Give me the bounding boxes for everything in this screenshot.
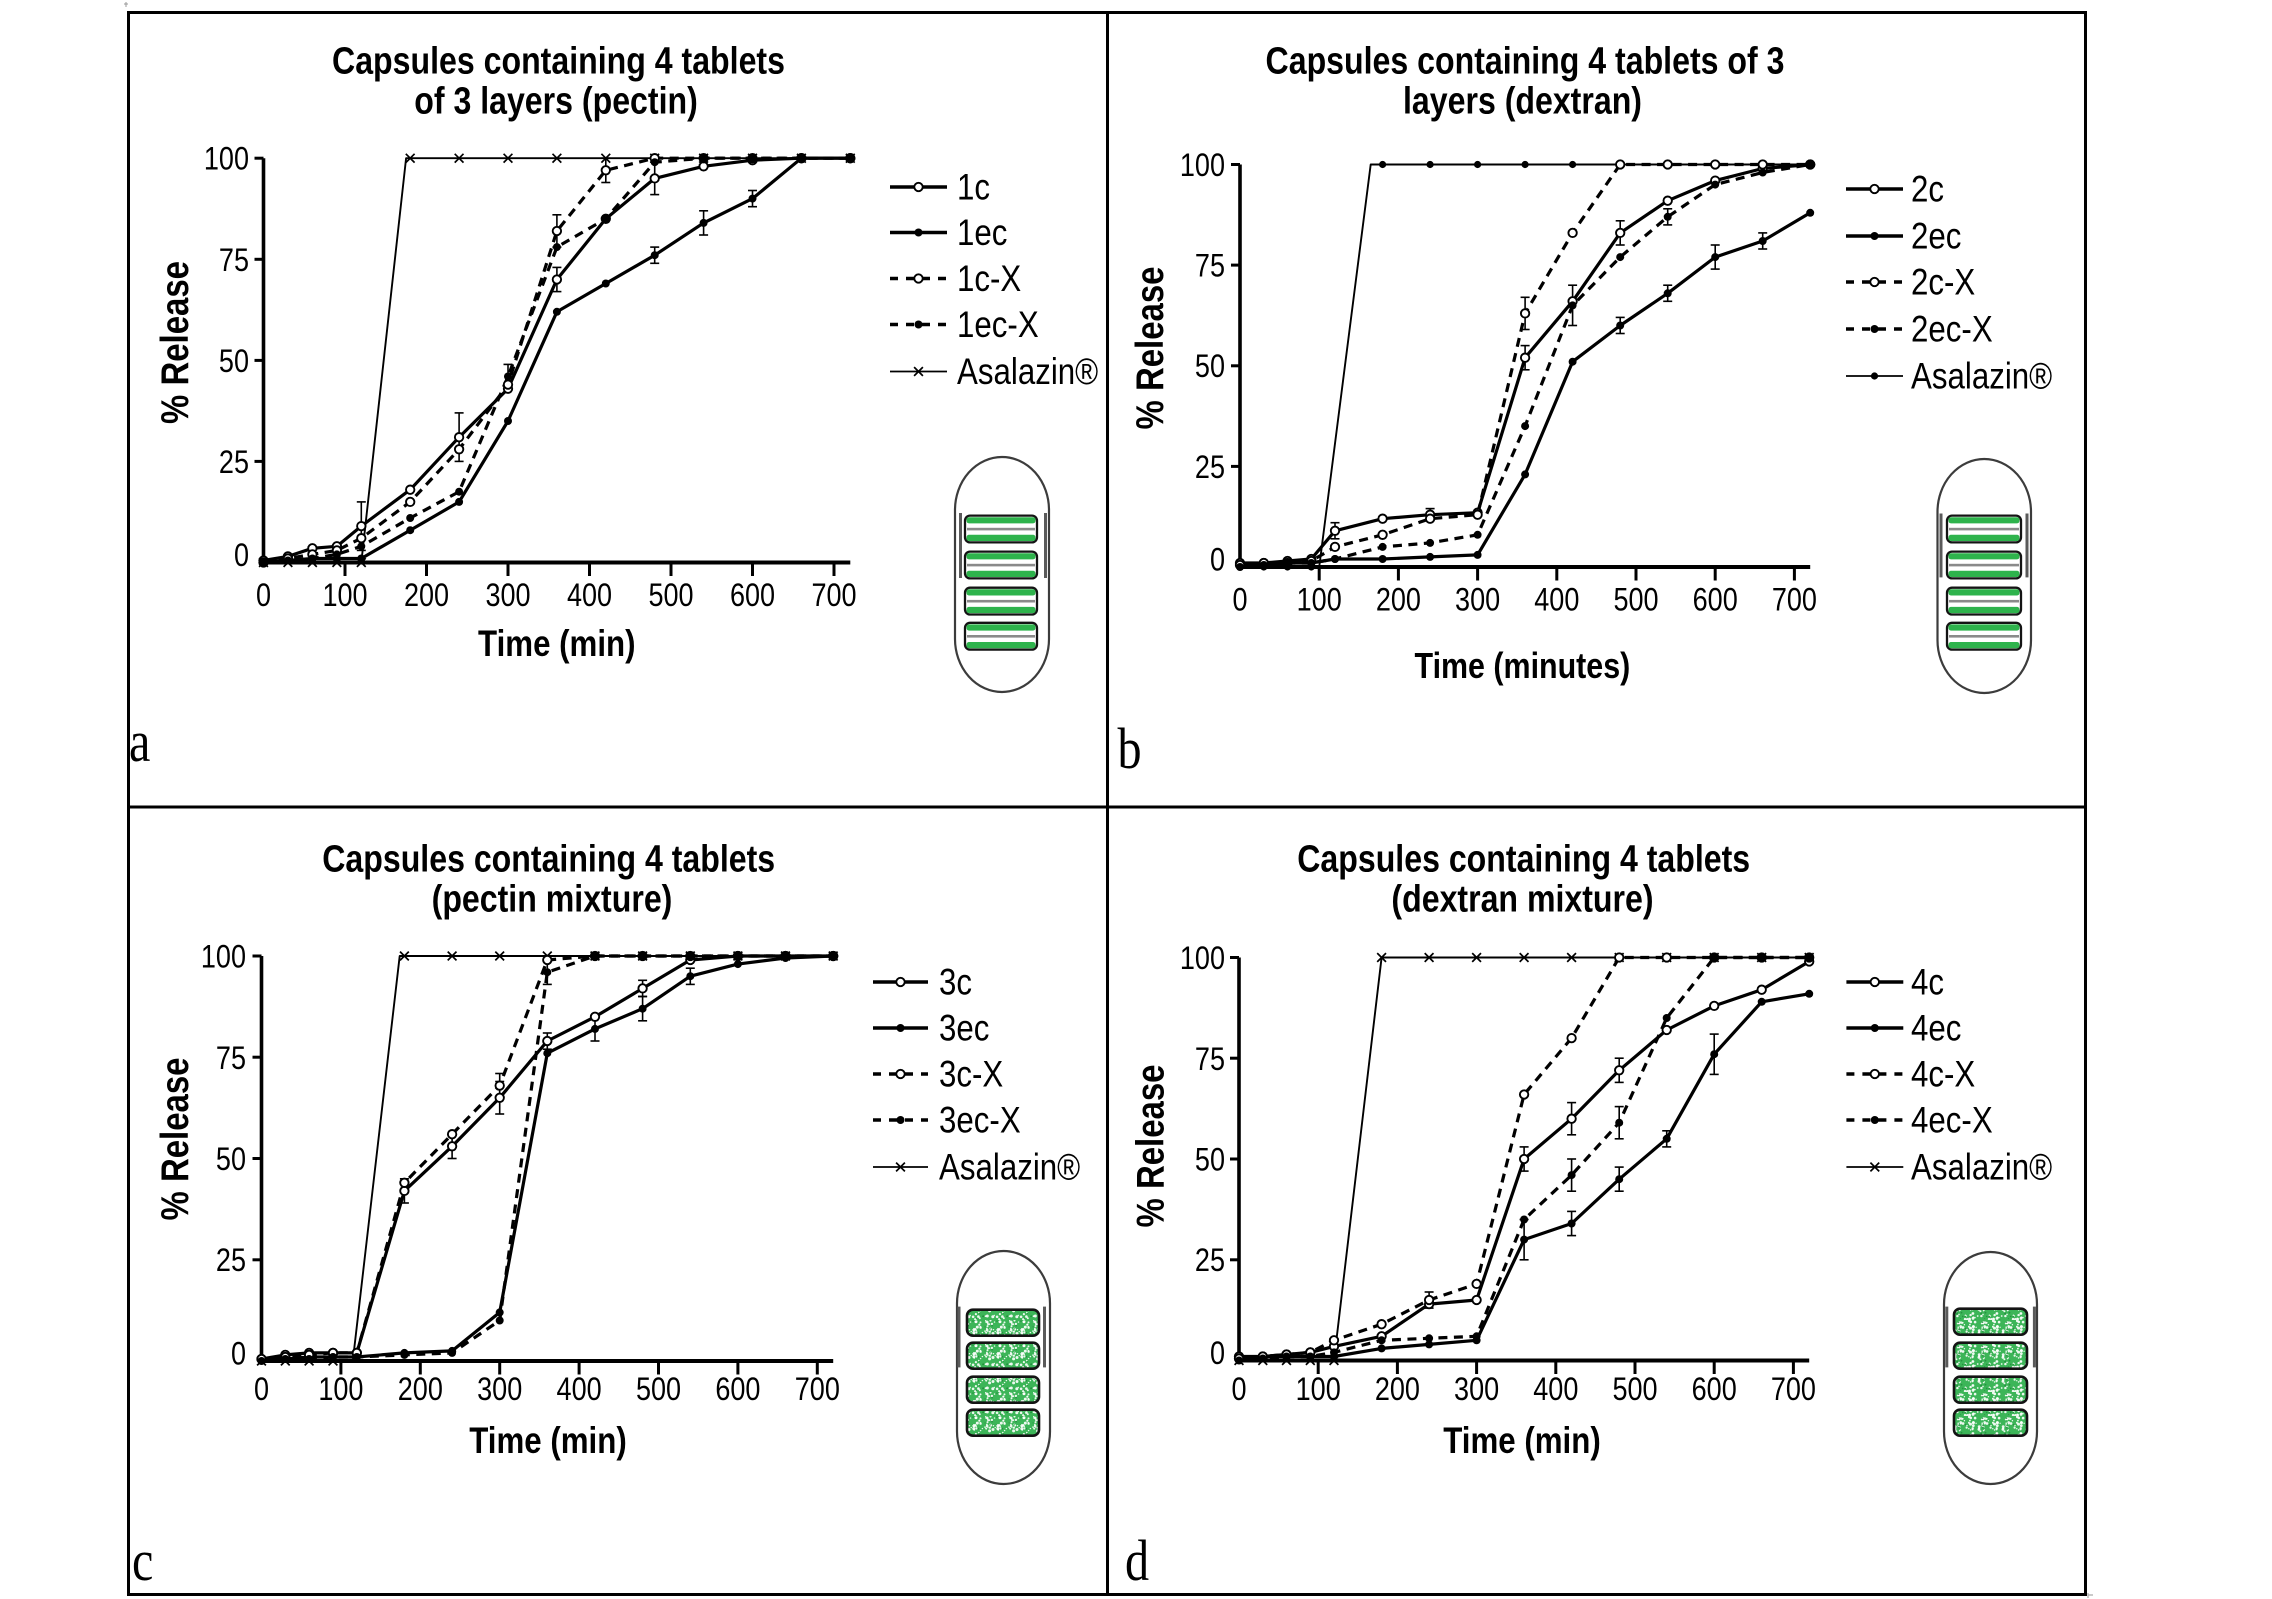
svg-text:Asalazin®: Asalazin®	[1911, 356, 2052, 397]
svg-text:25: 25	[1195, 450, 1225, 486]
svg-text:75: 75	[1195, 249, 1225, 285]
svg-text:0: 0	[231, 1336, 246, 1372]
svg-text:3c: 3c	[939, 962, 972, 1003]
svg-text:600: 600	[1692, 1372, 1737, 1408]
svg-text:Asalazin®: Asalazin®	[1911, 1147, 2052, 1188]
svg-text:600: 600	[715, 1372, 760, 1408]
svg-text:a: a	[129, 710, 150, 774]
svg-text:75: 75	[216, 1041, 246, 1077]
svg-text:100: 100	[1180, 941, 1225, 977]
svg-text:Capsules containing 4 tablets: Capsules containing 4 tablets	[332, 40, 785, 82]
svg-text:% Release: % Release	[152, 1057, 196, 1220]
svg-text:100: 100	[1180, 148, 1225, 184]
svg-text:b: b	[1118, 717, 1142, 781]
svg-text:Asalazin®: Asalazin®	[957, 352, 1098, 393]
svg-text:d: d	[1125, 1529, 1149, 1593]
svg-text:600: 600	[730, 578, 775, 614]
svg-text:100: 100	[1296, 1372, 1341, 1408]
svg-text:Time (minutes): Time (minutes)	[1415, 647, 1631, 687]
svg-text:0: 0	[1210, 1336, 1225, 1372]
svg-text:3ec-X: 3ec-X	[939, 1100, 1021, 1141]
svg-text:100: 100	[204, 142, 249, 178]
svg-text:1ec-X: 1ec-X	[957, 305, 1039, 346]
svg-text:500: 500	[648, 578, 693, 614]
svg-text:100: 100	[322, 578, 367, 614]
svg-text:3c-X: 3c-X	[939, 1054, 1003, 1095]
svg-text:100: 100	[1297, 582, 1342, 618]
svg-text:Time (min): Time (min)	[478, 624, 635, 665]
svg-text:50: 50	[219, 344, 249, 380]
svg-text:0: 0	[1210, 542, 1225, 578]
svg-text:0: 0	[256, 578, 271, 614]
svg-text:1c-X: 1c-X	[957, 259, 1021, 300]
svg-text:Time (min): Time (min)	[1443, 1421, 1600, 1462]
svg-text:25: 25	[219, 445, 249, 481]
svg-text:500: 500	[1613, 582, 1658, 618]
svg-text:200: 200	[398, 1372, 443, 1408]
svg-text:0: 0	[234, 538, 249, 574]
svg-text:Time (min): Time (min)	[469, 1421, 626, 1462]
svg-text:200: 200	[404, 578, 449, 614]
svg-text:300: 300	[1455, 582, 1500, 618]
svg-text:700: 700	[1771, 1372, 1816, 1408]
svg-text:4ec: 4ec	[1911, 1008, 1961, 1049]
svg-text:% Release: % Release	[152, 261, 196, 424]
svg-text:400: 400	[1534, 582, 1579, 618]
svg-text:(pectin mixture): (pectin mixture)	[432, 878, 673, 920]
svg-text:400: 400	[1533, 1372, 1578, 1408]
svg-text:(dextran mixture): (dextran mixture)	[1391, 878, 1653, 920]
svg-text:500: 500	[636, 1372, 681, 1408]
svg-text:of 3 layers (pectin): of 3 layers (pectin)	[414, 80, 698, 122]
svg-text:700: 700	[811, 578, 856, 614]
svg-text:2ec-X: 2ec-X	[1911, 309, 1993, 350]
svg-text:50: 50	[1195, 1142, 1225, 1178]
svg-text:1c: 1c	[957, 167, 990, 208]
svg-text:0: 0	[1232, 582, 1247, 618]
svg-text:25: 25	[1195, 1243, 1225, 1279]
svg-text:600: 600	[1693, 582, 1738, 618]
svg-text:50: 50	[1195, 349, 1225, 385]
svg-text:400: 400	[567, 578, 612, 614]
svg-text:Capsules containing 4 tablets: Capsules containing 4 tablets	[322, 838, 775, 880]
svg-text:100: 100	[318, 1372, 363, 1408]
svg-text:200: 200	[1375, 1372, 1420, 1408]
svg-text:c: c	[132, 1529, 153, 1593]
svg-text:700: 700	[1772, 582, 1817, 618]
svg-text:4ec-X: 4ec-X	[1911, 1100, 1993, 1141]
svg-text:300: 300	[477, 1372, 522, 1408]
svg-text:200: 200	[1376, 582, 1421, 618]
svg-text:Asalazin®: Asalazin®	[939, 1147, 1080, 1188]
svg-text:0: 0	[1231, 1372, 1246, 1408]
svg-text:Capsules containing 4 tablets: Capsules containing 4 tablets of 3	[1266, 40, 1785, 82]
svg-text:% Release: % Release	[1128, 1064, 1172, 1227]
svg-text:3ec: 3ec	[939, 1008, 989, 1049]
svg-text:50: 50	[216, 1142, 246, 1178]
svg-text:Capsules containing 4 tablets: Capsules containing 4 tablets	[1297, 838, 1750, 880]
svg-text:300: 300	[485, 578, 530, 614]
svg-text:400: 400	[557, 1372, 602, 1408]
svg-text:2c-X: 2c-X	[1911, 262, 1975, 303]
svg-text:2c: 2c	[1911, 169, 1944, 210]
svg-text:1ec: 1ec	[957, 213, 1007, 254]
svg-text:25: 25	[216, 1243, 246, 1279]
svg-text:300: 300	[1454, 1372, 1499, 1408]
svg-text:100: 100	[201, 939, 246, 975]
svg-text:4c-X: 4c-X	[1911, 1054, 1975, 1095]
svg-text:% Release: % Release	[1127, 266, 1171, 429]
svg-text:75: 75	[1195, 1042, 1225, 1078]
svg-text:0: 0	[254, 1372, 269, 1408]
svg-text:75: 75	[219, 243, 249, 279]
svg-text:2ec: 2ec	[1911, 216, 1961, 257]
svg-text:700: 700	[795, 1372, 840, 1408]
svg-text:4c: 4c	[1911, 962, 1944, 1003]
svg-text:500: 500	[1612, 1372, 1657, 1408]
svg-text:layers (dextran): layers (dextran)	[1403, 80, 1642, 122]
